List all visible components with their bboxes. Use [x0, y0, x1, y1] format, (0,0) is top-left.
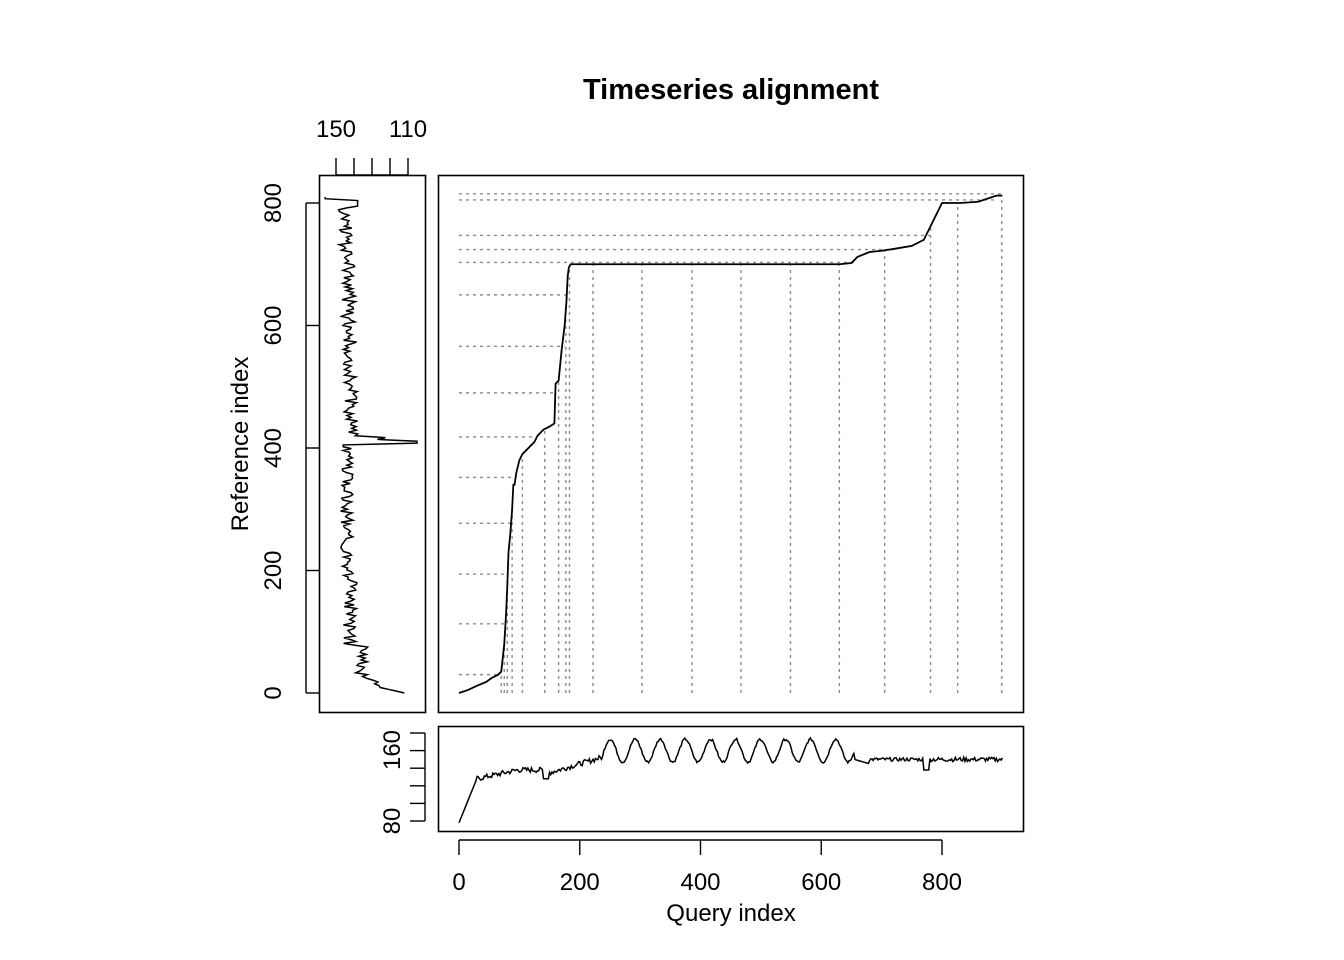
y-tick-label: 600	[260, 305, 287, 345]
y-tick-label: 0	[260, 686, 287, 699]
reference-series-line	[324, 196, 418, 694]
reference-value-axis	[335, 158, 409, 176]
y-tick-label: 200	[260, 550, 287, 590]
x-tick-label: 800	[922, 869, 962, 896]
reference-index-axis: 0 200 400 600 800	[260, 183, 319, 700]
y-tick-label: 800	[260, 183, 287, 223]
x-tick-label: 200	[560, 869, 600, 896]
query-series-line	[458, 736, 1004, 824]
left-tick-label-150: 150	[316, 116, 356, 143]
warping-path-line	[458, 194, 1003, 694]
x-tick-label: 600	[801, 869, 841, 896]
bottom-tick-label-80: 80	[379, 808, 406, 835]
y-axis-label: Reference index	[227, 357, 254, 532]
y-tick-label: 400	[260, 428, 287, 468]
query-value-axis	[410, 732, 426, 822]
x-tick-label: 0	[452, 869, 465, 896]
x-axis-label: Query index	[666, 900, 795, 927]
bottom-tick-label-160: 160	[379, 730, 406, 770]
x-tick-label: 400	[680, 869, 720, 896]
query-panel-frame	[437, 725, 1025, 833]
alignment-guide-lines	[459, 193, 1003, 693]
main-plot-frame	[437, 174, 1025, 714]
left-tick-label-110: 110	[389, 116, 427, 143]
query-index-axis: 0 200 400 600 800	[452, 839, 962, 896]
chart-title: Timeseries alignment	[583, 74, 879, 106]
